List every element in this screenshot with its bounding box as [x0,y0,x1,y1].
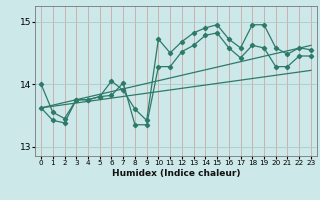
X-axis label: Humidex (Indice chaleur): Humidex (Indice chaleur) [112,169,240,178]
